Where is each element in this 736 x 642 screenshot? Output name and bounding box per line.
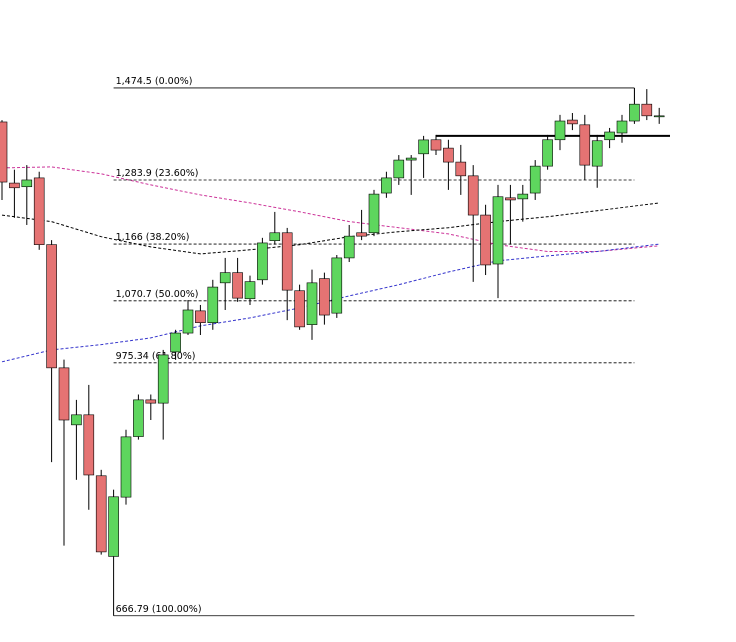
candle-body: [232, 272, 243, 299]
candle-body: [281, 232, 293, 291]
fib-level-label: 1,070.7 (50.00%): [116, 289, 199, 300]
candle-body: [455, 161, 467, 177]
candle-body: [542, 139, 553, 167]
candle-body: [219, 272, 231, 284]
candle-body: [257, 242, 268, 281]
candle-body: [170, 332, 181, 353]
candle-body: [505, 197, 516, 201]
candle-body: [554, 120, 566, 141]
fib-level-label: 666.79 (100.00%): [116, 604, 202, 615]
candle-body: [467, 175, 479, 216]
candle-body: [71, 414, 82, 426]
candle-body: [182, 309, 194, 334]
candle-body: [133, 399, 144, 437]
candle-body: [9, 182, 20, 189]
candle-body: [157, 354, 169, 404]
candle-body: [517, 193, 529, 200]
moving-average: [1, 166, 660, 252]
candle-body: [604, 131, 615, 141]
candle-body: [492, 196, 504, 265]
candle-body: [430, 139, 442, 151]
fib-level-label: 1,283.9 (23.60%): [116, 168, 199, 179]
candle-body: [331, 257, 343, 314]
candle-body: [616, 120, 628, 134]
candle-body: [244, 281, 256, 300]
candle-body: [108, 496, 119, 557]
candle-body: [58, 367, 70, 421]
candle-body: [294, 290, 305, 328]
candle-body: [567, 119, 578, 125]
candle-body: [21, 179, 33, 188]
candle-body: [405, 157, 417, 161]
candle-body: [343, 235, 355, 259]
candle-body: [381, 177, 392, 194]
candle-body: [95, 475, 107, 553]
candle-body: [591, 140, 603, 167]
candle-body: [306, 282, 318, 325]
moving-average: [1, 243, 660, 363]
candle-body: [83, 414, 95, 476]
candle-body: [480, 214, 491, 266]
candle-body: [0, 121, 8, 183]
fib-level-label: 1,474.5 (0.00%): [116, 76, 193, 87]
candle-body: [368, 193, 380, 234]
candle-body: [269, 232, 281, 241]
fib-level-label: 1,166 (38.20%): [116, 232, 190, 243]
candle-body: [629, 103, 640, 122]
candle-body: [653, 115, 665, 118]
candle-body: [393, 159, 405, 179]
candle-body: [443, 147, 454, 163]
candle-body: [356, 232, 367, 237]
candle-body: [641, 103, 653, 117]
candle-body: [579, 124, 591, 166]
candle-body: [46, 244, 57, 369]
candle-body: [195, 310, 206, 324]
candle-body: [529, 165, 541, 194]
candle-body: [207, 286, 219, 324]
candle-body: [418, 139, 429, 155]
moving-average: [1, 202, 660, 255]
candle-body: [319, 278, 330, 316]
candle-body: [120, 436, 132, 498]
candle-body: [145, 399, 157, 404]
candle-body: [33, 177, 45, 245]
fib-level-label: 975.34 (61.80%): [116, 351, 196, 362]
